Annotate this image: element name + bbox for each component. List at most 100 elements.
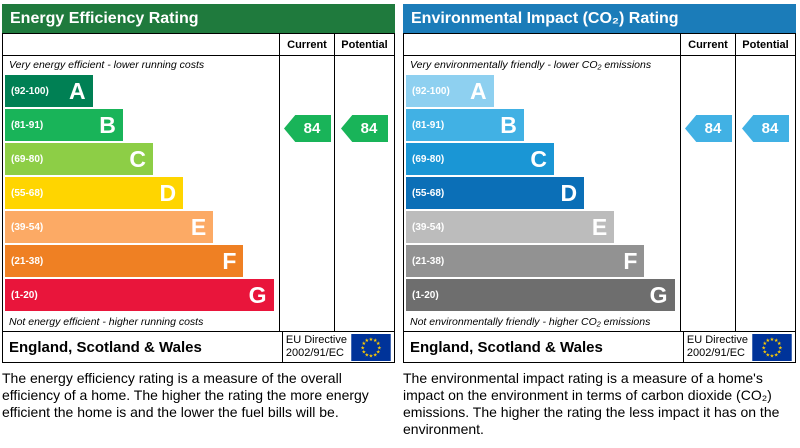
potential-rating-value: 84 [761, 120, 779, 137]
header-spacer [404, 34, 680, 55]
band-letter: C [530, 145, 547, 172]
svg-text:★: ★ [376, 341, 381, 347]
band-range: (39-54) [11, 221, 44, 233]
energy-panel-title: Energy Efficiency Rating [2, 4, 395, 33]
svg-text:★: ★ [365, 338, 370, 344]
eu-flag-icon: ★ ★ ★★ ★★ ★★ ★★ ★★ [752, 333, 792, 361]
band-range: (92-100) [11, 85, 49, 97]
svg-text:★: ★ [369, 353, 374, 359]
environment-rating-chart: Current Potential Very environmentally f… [403, 33, 796, 332]
svg-text:★: ★ [777, 341, 782, 347]
rating-band-d: (55-68) D [5, 177, 184, 209]
svg-text:★: ★ [373, 338, 378, 344]
chart-footer: England, Scotland & Wales EU Directive 2… [403, 332, 796, 363]
band-range: (69-80) [11, 153, 44, 165]
potential-rating-value: 84 [360, 120, 378, 137]
band-letter: C [129, 145, 146, 172]
svg-text:★: ★ [369, 337, 374, 343]
svg-text:★: ★ [770, 353, 775, 359]
current-column-header: Current [279, 34, 334, 55]
band-range: (81-91) [11, 119, 44, 131]
directive-line1: EU Directive [285, 334, 347, 347]
epc-rating-page: Energy Efficiency Rating Current Potenti… [2, 4, 796, 438]
panel-energy-efficiency: Energy Efficiency Rating Current Potenti… [2, 4, 395, 438]
rating-band-a: (92-100) A [406, 75, 494, 107]
band-range: (21-38) [412, 255, 445, 267]
svg-text:★: ★ [377, 345, 382, 351]
bottom-note: Not energy efficient - higher running co… [9, 316, 204, 328]
band-letter: E [591, 213, 608, 240]
bands-area: Very energy efficient - lower running co… [3, 56, 279, 331]
svg-text:★: ★ [766, 338, 771, 344]
top-note: Very energy efficient - lower running co… [9, 59, 205, 71]
band-letter: F [623, 247, 638, 274]
svg-text:★: ★ [365, 352, 370, 358]
directive-label: EU Directive 2002/91/EC [286, 334, 347, 359]
band-letter: B [500, 111, 517, 138]
rating-band-f: (21-38) F [5, 245, 244, 277]
current-rating-arrow: 84 [685, 115, 732, 142]
column-header-row: Current Potential [3, 34, 394, 56]
column-header-row: Current Potential [404, 34, 795, 56]
chart-body: Very energy efficient - lower running co… [3, 56, 394, 331]
directive-label: EU Directive 2002/91/EC [687, 334, 748, 359]
bottom-note: Not environmentally friendly - higher CO… [410, 316, 651, 328]
svg-text:★: ★ [360, 345, 365, 351]
rating-band-e: (39-54) E [5, 211, 214, 243]
rating-band-g: (1-20) G [406, 279, 675, 311]
directive-section: EU Directive 2002/91/EC ★ ★ ★ ★ ★ ★ ★ ★ ★ ★ ★… [281, 332, 394, 362]
environment-description: The environmental impact rating is a mea… [403, 370, 780, 438]
environment-panel-title: Environmental Impact (CO₂) Rating [403, 4, 796, 33]
svg-text:★: ★ [373, 352, 378, 358]
rating-band-b: (81-91) B [406, 109, 524, 141]
band-letter: A [69, 77, 86, 104]
band-range: (1-20) [11, 289, 38, 301]
region-label: England, Scotland & Wales [9, 338, 202, 356]
svg-text:★: ★ [376, 349, 381, 355]
current-rating-value: 84 [303, 120, 321, 137]
rating-band-d: (55-68) D [406, 177, 585, 209]
band-letter: D [560, 179, 578, 206]
directive-section: EU Directive 2002/91/EC ★ ★ ★ ★ ★ ★ ★ ★ ★ ★ ★… [682, 332, 795, 362]
directive-line2: 2002/91/EC [285, 347, 344, 359]
potential-column-header: Potential [735, 34, 795, 55]
energy-rating-chart: Current Potential Very energy efficient … [2, 33, 395, 332]
svg-text:★: ★ [761, 345, 766, 351]
potential-column-header: Potential [334, 34, 394, 55]
svg-text:★: ★ [777, 349, 782, 355]
band-letter: G [649, 281, 668, 308]
current-value-column: 84 [680, 56, 735, 331]
svg-text:★: ★ [774, 352, 779, 358]
band-letter: F [222, 247, 237, 274]
region-label: England, Scotland & Wales [410, 338, 603, 356]
chart-footer: England, Scotland & Wales EU Directive 2… [2, 332, 395, 363]
svg-text:★: ★ [778, 345, 783, 351]
band-range: (55-68) [412, 187, 445, 199]
svg-text:★: ★ [774, 338, 779, 344]
rating-band-e: (39-54) E [406, 211, 615, 243]
eu-flag-icon: ★ ★ ★★ ★★ ★★ ★★ ★★ [351, 333, 391, 361]
band-range: (55-68) [11, 187, 44, 199]
rating-band-f: (21-38) F [406, 245, 645, 277]
band-range: (81-91) [412, 119, 445, 131]
svg-text:★: ★ [362, 349, 367, 355]
bands-area: Very environmentally friendly - lower CO… [404, 56, 680, 331]
band-letter: G [248, 281, 267, 308]
svg-text:★: ★ [766, 352, 771, 358]
rating-band-c: (69-80) C [5, 143, 153, 175]
band-range: (39-54) [412, 221, 445, 233]
rating-band-a: (92-100) A [5, 75, 93, 107]
panel-environmental-impact: Environmental Impact (CO₂) Rating Curren… [403, 4, 796, 438]
header-spacer [3, 34, 279, 55]
chart-body: Very environmentally friendly - lower CO… [404, 56, 795, 331]
top-note: Very environmentally friendly - lower CO… [410, 59, 652, 71]
current-rating-value: 84 [704, 120, 722, 137]
band-letter: A [470, 77, 487, 104]
svg-text:★: ★ [770, 337, 775, 343]
svg-text:★: ★ [763, 341, 768, 347]
potential-rating-arrow: 84 [742, 115, 789, 142]
potential-rating-arrow: 84 [341, 115, 388, 142]
potential-value-column: 84 [735, 56, 795, 331]
svg-text:★: ★ [763, 349, 768, 355]
svg-text:★: ★ [362, 341, 367, 347]
